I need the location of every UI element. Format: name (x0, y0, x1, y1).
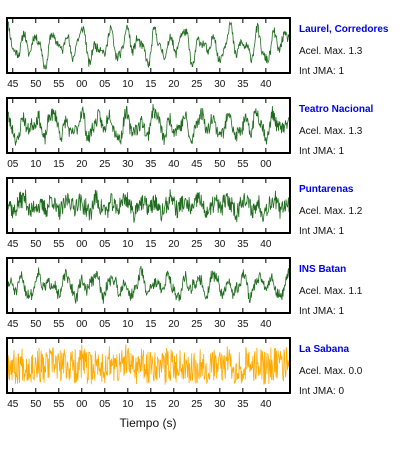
tick-label: 00 (76, 319, 88, 330)
tick-label: 55 (53, 79, 65, 90)
tick-label: 30 (122, 159, 134, 170)
max-acceleration-label: Acel. Max. 1.3 (299, 126, 363, 137)
tick-label: 25 (191, 239, 203, 250)
panel-frame (6, 177, 291, 234)
waveform-trace (7, 344, 290, 385)
tick-label: 55 (53, 399, 65, 410)
waveform-trace (7, 189, 290, 223)
tick-label: 05 (99, 79, 111, 90)
tick-label: 25 (99, 159, 111, 170)
panel-frame (6, 17, 291, 74)
tick-label: 05 (99, 239, 111, 250)
panel-4: 45 50 55 00 05 10 15 20 25 30 35 40 INS Batan Acel. M… (6, 257, 363, 330)
jma-intensity-label: Int JMA: 1 (299, 226, 344, 237)
panel-frame (6, 97, 291, 154)
panel-frame (6, 337, 291, 394)
tick-label: 30 (214, 319, 226, 330)
tick-label: 35 (237, 79, 249, 90)
tick-label: 30 (214, 239, 226, 250)
tick-label: 00 (76, 79, 88, 90)
tick-label: 40 (260, 399, 272, 410)
tick-label: 45 (7, 239, 19, 250)
waveform-trace (7, 103, 290, 146)
tick-label: 45 (7, 79, 19, 90)
tick-label: 05 (7, 159, 19, 170)
panel-3: 45 50 55 00 05 10 15 20 25 30 35 40 Puntarenas Acel. … (6, 177, 363, 250)
tick-label: 50 (30, 79, 42, 90)
tick-label: 10 (30, 159, 42, 170)
tick-label: 05 (99, 319, 111, 330)
jma-intensity-label: Int JMA: 1 (299, 146, 344, 157)
panel-1: 45 50 55 00 05 10 15 20 25 30 35 40 Laurel, Corredor… (6, 17, 389, 90)
max-acceleration-label: Acel. Max. 1.3 (299, 46, 363, 57)
station-name: Teatro Nacional (299, 104, 373, 115)
tick-label: 55 (53, 239, 65, 250)
tick-label: 45 (7, 319, 19, 330)
tick-label: 55 (53, 319, 65, 330)
tick-label: 50 (30, 319, 42, 330)
tick-label: 05 (99, 399, 111, 410)
station-name: La Sabana (299, 344, 349, 355)
tick-label: 10 (122, 319, 134, 330)
tick-label: 30 (214, 79, 226, 90)
x-axis-title: Tiempo (s) (120, 416, 177, 430)
panel-5: 45 50 55 00 05 10 15 20 25 30 35 40 La Sabana Acel. M… (6, 337, 363, 410)
tick-label: 40 (260, 239, 272, 250)
tick-label: 50 (30, 399, 42, 410)
station-name: Puntarenas (299, 184, 354, 195)
tick-label: 45 (7, 399, 19, 410)
tick-label: 40 (260, 319, 272, 330)
tick-label: 25 (191, 319, 203, 330)
jma-intensity-label: Int JMA: 1 (299, 306, 344, 317)
waveform-trace (8, 21, 290, 70)
tick-label: 45 (191, 159, 203, 170)
max-acceleration-label: Acel. Max. 1.1 (299, 286, 363, 297)
max-acceleration-label: Acel. Max. 1.2 (299, 206, 363, 217)
tick-label: 20 (76, 159, 88, 170)
tick-label: 00 (260, 159, 272, 170)
tick-label: 10 (122, 239, 134, 250)
tick-label: 25 (191, 399, 203, 410)
tick-label: 15 (53, 159, 65, 170)
tick-label: 15 (145, 79, 157, 90)
tick-label: 50 (30, 239, 42, 250)
waveform-trace (7, 265, 290, 304)
station-name: Laurel, Corredores (299, 24, 389, 35)
tick-label: 30 (214, 399, 226, 410)
tick-label: 10 (122, 79, 134, 90)
tick-label: 20 (168, 79, 180, 90)
panel-2: 05 10 15 20 25 30 35 40 45 50 55 00 Teatro Nacional A… (6, 97, 373, 170)
tick-label: 00 (76, 399, 88, 410)
jma-intensity-label: Int JMA: 0 (299, 386, 344, 397)
tick-label: 00 (76, 239, 88, 250)
tick-label: 10 (122, 399, 134, 410)
tick-label: 35 (237, 239, 249, 250)
tick-label: 35 (237, 399, 249, 410)
tick-label: 15 (145, 399, 157, 410)
tick-label: 40 (260, 79, 272, 90)
station-name: INS Batan (299, 264, 346, 275)
tick-label: 35 (145, 159, 157, 170)
tick-label: 20 (168, 399, 180, 410)
tick-label: 15 (145, 239, 157, 250)
tick-label: 20 (168, 239, 180, 250)
tick-label: 35 (237, 319, 249, 330)
tick-label: 25 (191, 79, 203, 90)
tick-label: 15 (145, 319, 157, 330)
tick-label: 55 (237, 159, 249, 170)
tick-label: 50 (214, 159, 226, 170)
tick-label: 20 (168, 319, 180, 330)
jma-intensity-label: Int JMA: 1 (299, 66, 344, 77)
max-acceleration-label: Acel. Max. 0.0 (299, 366, 363, 377)
tick-label: 40 (168, 159, 180, 170)
panel-frame (6, 257, 291, 314)
